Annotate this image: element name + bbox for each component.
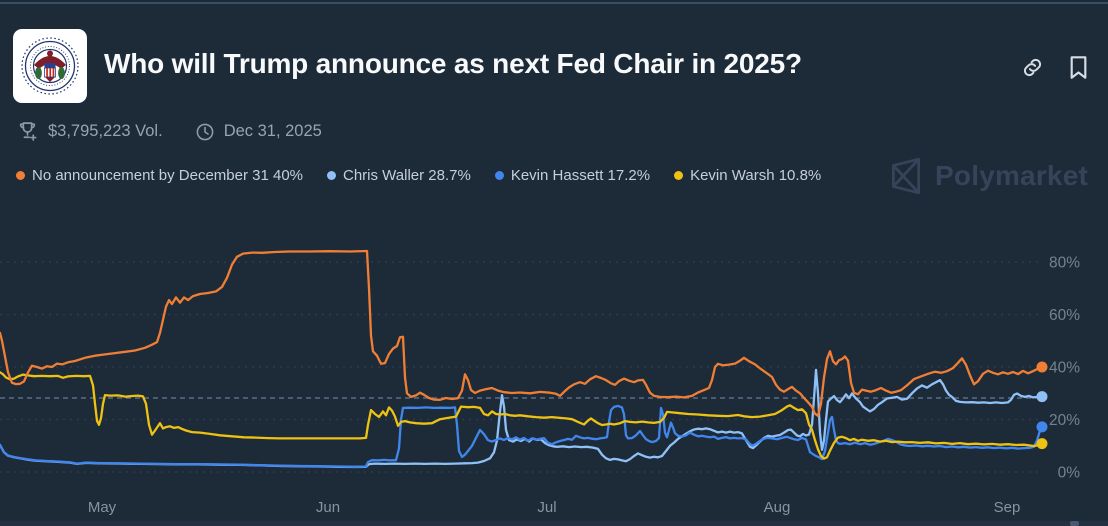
legend-dot (674, 171, 684, 180)
header-actions (1020, 55, 1090, 80)
series-line (0, 249, 1044, 417)
legend-dot (327, 171, 336, 180)
series-line (0, 404, 1044, 468)
legend-dot (494, 171, 504, 180)
x-axis-label: Sep (994, 499, 1021, 516)
legend-item-1[interactable]: Chris Waller 28.7% (327, 167, 471, 184)
market-logo-fed-seal (13, 29, 87, 103)
y-axis-label: 20% (1049, 412, 1080, 429)
chart-legend: No announcement by December 31 40% Chris … (16, 167, 821, 184)
end-date-text: Dec 31, 2025 (223, 122, 322, 140)
legend-item-2[interactable]: Kevin Hassett 17.2% (494, 167, 651, 184)
copy-link-icon[interactable] (1020, 55, 1045, 80)
y-axis-label: 60% (1049, 307, 1080, 324)
legend-item-0[interactable]: No announcement by December 31 40% (16, 167, 303, 184)
series-end-dot (1036, 421, 1048, 433)
y-axis-label: 40% (1049, 360, 1080, 377)
series-end-dot (1036, 438, 1048, 450)
x-axis-label: Jul (537, 499, 556, 516)
legend-dot (16, 171, 25, 180)
polymarket-watermark: Polymarket (887, 156, 1088, 196)
y-axis-label: 80% (1049, 255, 1080, 272)
trophy-icon (16, 120, 39, 143)
price-chart[interactable]: 0% 20% 40% 60% 80% May Jun Jul Aug Sep (0, 228, 1108, 526)
polymarket-wordmark: Polymarket (935, 160, 1088, 191)
series-end-dot (1036, 391, 1048, 403)
legend-label: Kevin Warsh 10.8% (690, 167, 822, 184)
volume-text: $3,795,223 Vol. (48, 122, 163, 140)
top-divider (0, 2, 1108, 4)
x-axis-label: May (88, 499, 117, 516)
chart-scrollbar[interactable] (0, 521, 1108, 526)
bookmark-icon[interactable] (1067, 55, 1090, 80)
clock-icon (195, 122, 215, 142)
legend-label: No announcement by December 31 40% (32, 167, 303, 184)
x-axis-label: Aug (764, 499, 791, 516)
legend-label: Kevin Hassett 17.2% (510, 167, 651, 184)
scrollbar-thumb[interactable] (1070, 521, 1079, 526)
page-title: Who will Trump announce as next Fed Chai… (104, 48, 802, 79)
market-meta: $3,795,223 Vol. Dec 31, 2025 (16, 120, 322, 143)
series-end-dot (1036, 361, 1048, 373)
legend-label: Chris Waller 28.7% (343, 167, 471, 184)
fed-seal-image (21, 37, 79, 95)
legend-item-3[interactable]: Kevin Warsh 10.8% (674, 167, 821, 184)
y-axis-label: 0% (1058, 465, 1081, 482)
series-line (0, 368, 1044, 469)
polymarket-logo-icon (887, 156, 925, 196)
series-line (0, 371, 1044, 460)
x-axis-label: Jun (316, 499, 340, 516)
